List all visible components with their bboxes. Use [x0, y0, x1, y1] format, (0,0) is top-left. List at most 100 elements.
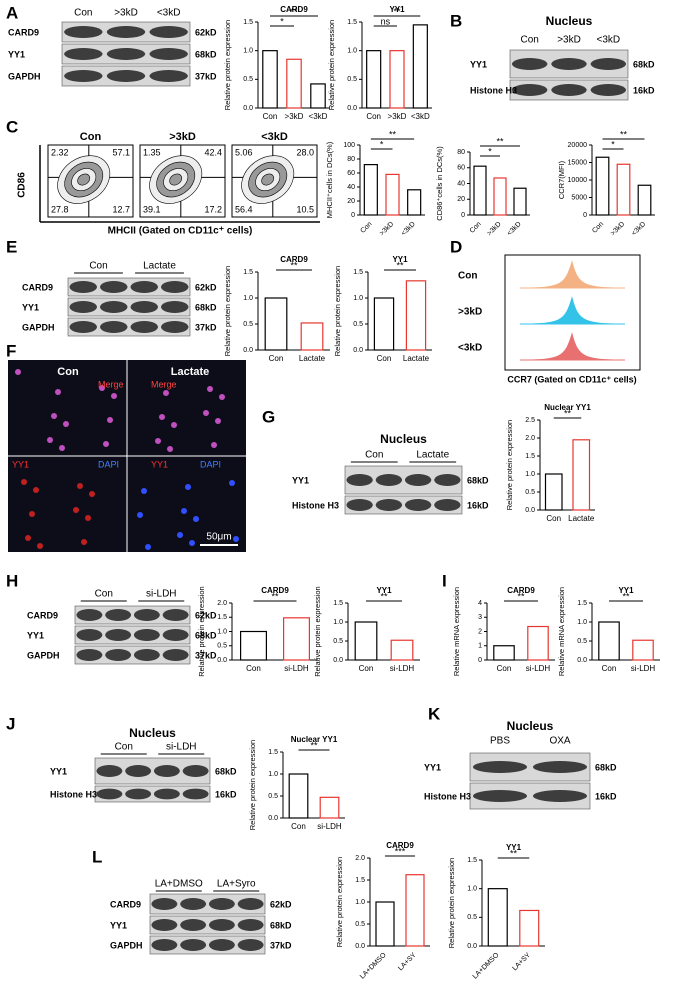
y-tick-label: 0.5	[217, 643, 227, 650]
x-tick-label: >3kD	[610, 221, 627, 238]
histogram-peak	[519, 332, 626, 361]
band	[161, 301, 189, 313]
blot-size: 68kD	[195, 49, 217, 59]
flow-title: Con	[80, 131, 102, 143]
quadrant-value: 42.4	[204, 147, 222, 157]
band	[69, 281, 97, 293]
y-tick-label: 1.5	[577, 600, 587, 607]
histogram-label: <3kD	[458, 343, 482, 354]
blot-group-label: Con	[74, 8, 92, 19]
blot-title: Nucleus	[507, 719, 554, 733]
y-tick-label: 0.5	[333, 638, 343, 645]
blot-group-label: Con	[95, 589, 113, 600]
cell	[15, 369, 21, 375]
cell	[25, 535, 31, 541]
cell	[29, 511, 35, 517]
sig-label: ns	[381, 16, 391, 26]
blot-size: 62kD	[270, 899, 292, 909]
band	[130, 281, 158, 293]
bar	[310, 83, 326, 109]
cell	[63, 421, 69, 427]
y-tick-label: 1.0	[353, 295, 363, 302]
blot-box	[94, 785, 211, 803]
y-tick-label: 20000	[568, 142, 588, 149]
y-tick-label: 0.0	[525, 507, 535, 514]
blot-size: 68kD	[633, 59, 655, 69]
bar	[407, 189, 422, 216]
y-tick-label: 3	[478, 614, 482, 621]
blot-box	[149, 893, 266, 915]
y-tick-label: 0	[478, 657, 482, 664]
y-axis-label: Relative protein expression	[327, 20, 336, 110]
band	[208, 939, 235, 951]
blot-box	[74, 625, 191, 645]
band	[237, 939, 264, 951]
cell	[137, 512, 143, 518]
blot-size: 62kD	[195, 610, 217, 620]
band	[375, 474, 403, 486]
y-tick-label: 100	[343, 142, 355, 149]
y-tick-label: 0.0	[243, 105, 253, 112]
y-tick-label: 60	[457, 165, 465, 172]
chart-title: CARD9	[261, 586, 289, 595]
blot-group-label: Lactate	[143, 261, 176, 272]
x-tick-label: Con	[377, 354, 392, 363]
panel-letter: J	[6, 714, 15, 733]
blot-size: 37kD	[195, 322, 217, 332]
blot-row-label: YY1	[22, 302, 39, 312]
quadrant-value: 27.8	[51, 204, 69, 214]
blot-group-label: <3kD	[157, 8, 181, 19]
y-tick-label: 1	[478, 643, 482, 650]
y-axis-label: Relative protein expression	[505, 420, 514, 510]
sig-label: **	[622, 591, 630, 601]
blot-row-label: YY1	[292, 475, 309, 485]
band	[151, 939, 178, 951]
cell	[47, 437, 53, 443]
sig-label: *	[611, 139, 615, 149]
quadrant-value: 1.35	[143, 147, 161, 157]
x-tick-label: Con	[469, 221, 483, 235]
y-tick-label: 1.0	[577, 619, 587, 626]
cell	[193, 516, 199, 522]
blot-group-label: >3kD	[557, 35, 581, 46]
y-tick-label: 0.0	[268, 815, 278, 822]
band	[96, 765, 123, 777]
blot-size: 68kD	[467, 475, 489, 485]
x-tick-label: Con	[360, 221, 374, 235]
sig-label: **	[290, 260, 298, 270]
band	[105, 649, 132, 661]
merge-label: Merge	[98, 379, 124, 389]
quadrant-value: 10.5	[296, 204, 314, 214]
blot-row-label: GAPDH	[110, 940, 143, 950]
band	[64, 26, 103, 38]
y-tick-label: 20	[347, 198, 355, 205]
bar	[366, 50, 382, 109]
x-tick-label: >3kD	[388, 112, 407, 121]
band	[162, 649, 189, 661]
band	[64, 70, 103, 82]
x-tick-label: >3kD	[379, 221, 396, 238]
blot-group-label: LA+Syro	[217, 879, 256, 890]
y-tick-label: 80	[457, 149, 465, 156]
blot-box	[74, 645, 191, 665]
band	[100, 281, 128, 293]
x-tick-label: <3kD	[631, 221, 648, 238]
y-tick-label: 4	[478, 600, 482, 607]
x-tick-label: Lactate	[568, 514, 595, 523]
x-tick-label: Con	[246, 664, 261, 673]
cell	[163, 390, 169, 396]
bar	[385, 173, 400, 216]
quadrant-value: 57.1	[112, 147, 130, 157]
bar	[544, 473, 563, 511]
flow-title: <3kD	[261, 131, 288, 143]
band	[533, 761, 587, 773]
chart-title: YY1	[376, 586, 392, 595]
blot-row-label: YY1	[8, 49, 25, 59]
band	[125, 765, 152, 777]
band	[208, 898, 235, 910]
blot-row-label: Histone H3	[470, 85, 517, 95]
bar	[264, 297, 288, 351]
blot-size: 37kD	[270, 940, 292, 950]
blot-size: 16kD	[215, 789, 237, 799]
